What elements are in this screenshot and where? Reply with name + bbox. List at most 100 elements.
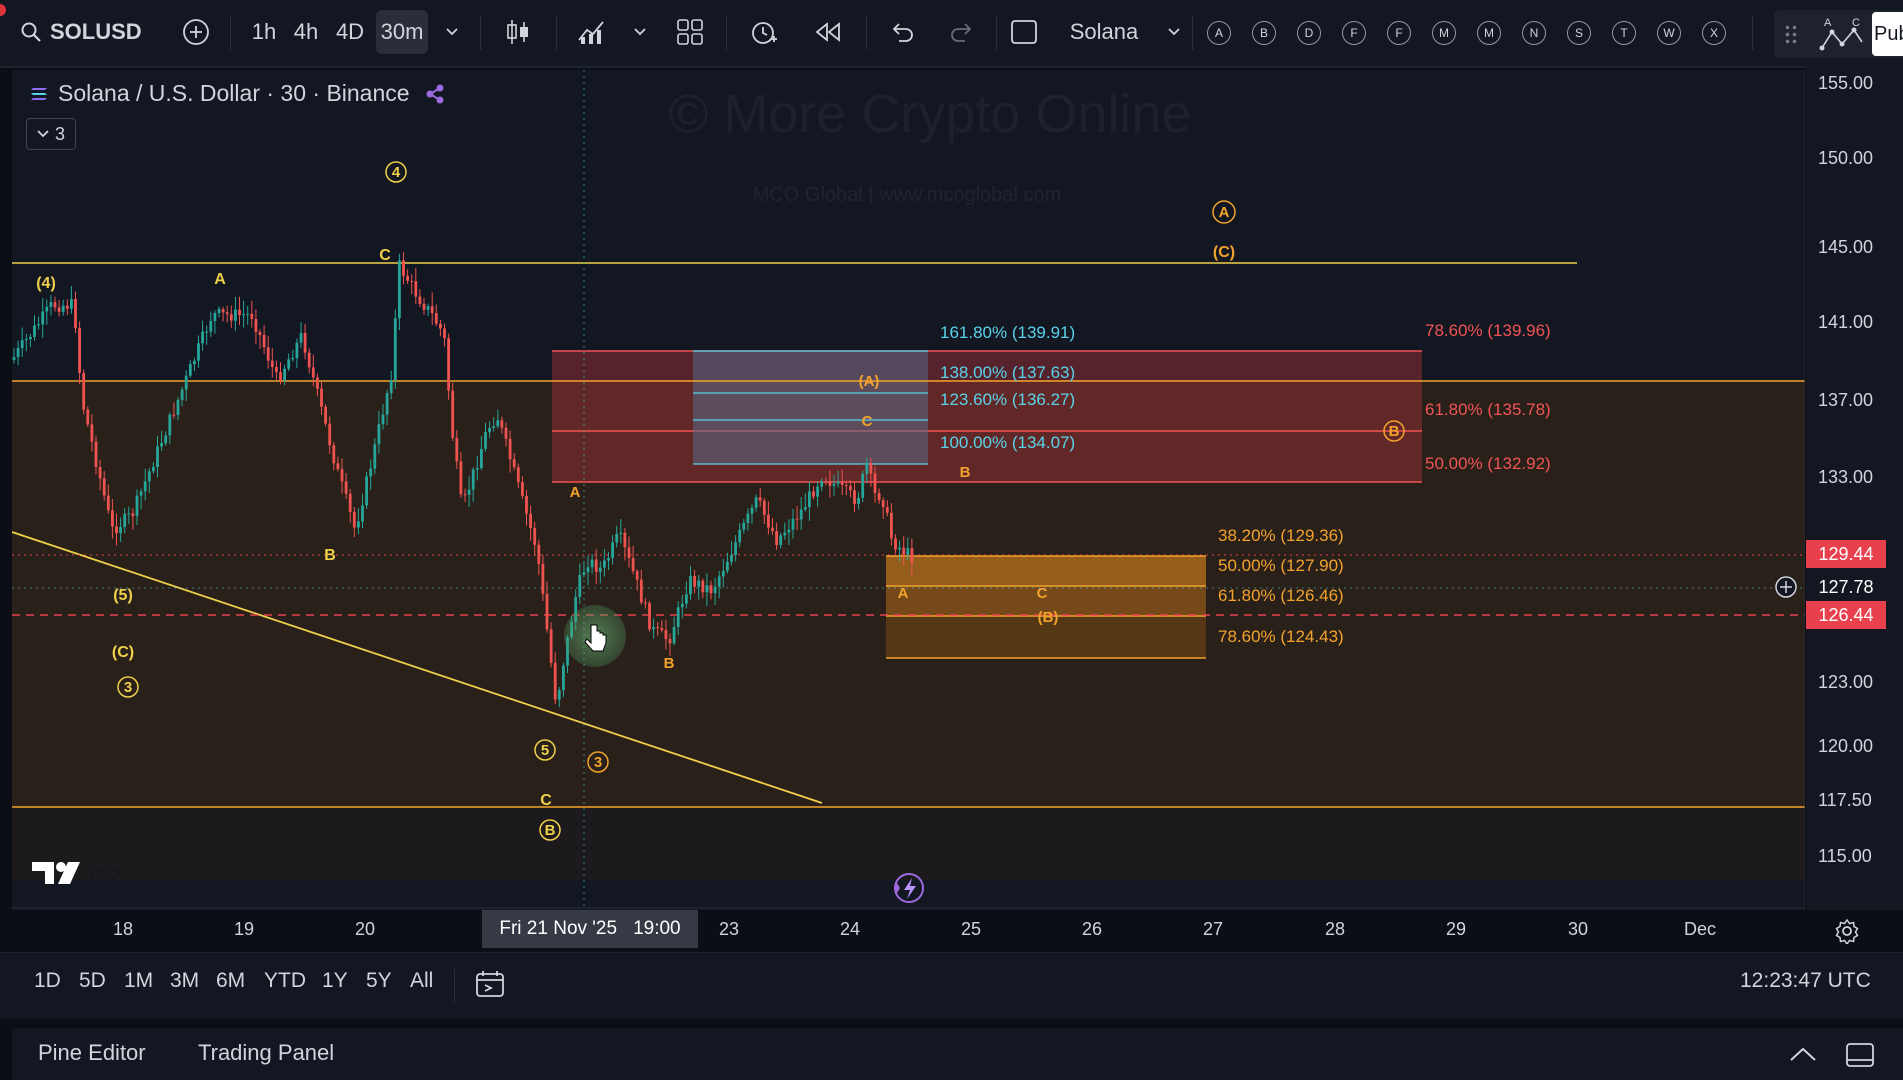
symbol-search[interactable]: SOLUSD xyxy=(20,14,150,50)
trading-panel-tab[interactable]: Trading Panel xyxy=(198,1040,335,1065)
candle-body xyxy=(365,476,368,506)
layout-name-dropdown[interactable] xyxy=(1162,14,1186,50)
candle-body xyxy=(156,446,159,468)
layout-name-button[interactable]: Solana xyxy=(1069,19,1139,44)
minor-label-c-2: C xyxy=(1037,585,1048,602)
interval-1h[interactable]: 1h xyxy=(251,19,277,44)
shortcut-n-button[interactable]: N xyxy=(1522,21,1546,45)
candle-body xyxy=(70,299,73,309)
shortcut-f2-button[interactable]: F xyxy=(1387,21,1411,45)
shortcut-d-button[interactable]: D xyxy=(1297,21,1321,45)
maximize-panel-icon[interactable] xyxy=(1844,1040,1876,1070)
add-alert-plus-icon[interactable] xyxy=(1774,575,1798,599)
shortcut-w-button[interactable]: W xyxy=(1657,21,1681,45)
candle-body xyxy=(402,260,405,276)
settings-gear-icon[interactable] xyxy=(1834,918,1860,944)
replay-button[interactable] xyxy=(810,14,846,50)
indicators-icon xyxy=(578,21,604,44)
search-icon xyxy=(21,22,41,42)
candle-body xyxy=(102,478,106,496)
range-all[interactable]: All xyxy=(410,969,434,992)
go-to-date-icon[interactable] xyxy=(474,969,506,1001)
candle-body xyxy=(12,357,16,360)
publish-button[interactable]: Pub xyxy=(1872,12,1903,56)
layout-button[interactable] xyxy=(672,14,708,50)
chart-pane[interactable]: © More Crypto Online MCO Global | www.mc… xyxy=(12,70,1805,948)
candle-body xyxy=(586,567,590,573)
legend[interactable]: Solana / U.S. Dollar · 30 · Binance xyxy=(30,80,446,107)
redo-button[interactable] xyxy=(944,14,980,50)
shortcut-a-button[interactable]: A xyxy=(1207,21,1231,45)
candle-body xyxy=(521,482,524,496)
shortcut-t-button[interactable]: T xyxy=(1612,21,1636,45)
chevron-up-icon[interactable] xyxy=(1788,1044,1818,1064)
drag-handle-icon[interactable] xyxy=(1784,24,1798,44)
interval-dropdown[interactable] xyxy=(440,14,464,50)
chevron-down-icon xyxy=(37,130,49,138)
wave-circle-b-low xyxy=(539,819,561,841)
range-1m[interactable]: 1M xyxy=(124,969,154,992)
shortcut-f1-button[interactable]: F xyxy=(1342,21,1366,45)
compare-button[interactable] xyxy=(178,14,214,50)
fib-label-cyan-1618: 161.80% (139.91) xyxy=(940,323,1075,342)
candle-body xyxy=(508,438,512,460)
candle-body xyxy=(377,424,381,445)
price-tag-crosshair: 127.78 xyxy=(1806,573,1886,601)
candle-body xyxy=(857,497,860,504)
range-5d[interactable]: 5D xyxy=(79,969,106,992)
pro-badge: PRO xyxy=(90,866,120,882)
candle-body xyxy=(217,309,221,314)
shortcut-s-button[interactable]: S xyxy=(1567,21,1591,45)
fullscreen-button[interactable] xyxy=(1006,14,1042,50)
interval-4d[interactable]: 4D xyxy=(335,19,365,44)
indicators-dropdown[interactable] xyxy=(628,14,652,50)
price-axis[interactable]: 155.00 150.00 145.00 141.00 137.00 133.00 123.… xyxy=(1806,66,1903,910)
time-axis[interactable]: 18 19 20 23 24 25 26 27 28 29 30 Dec xyxy=(12,910,1805,950)
watermark-subtitle: MCO Global | www.mcoglobal.com xyxy=(753,184,1062,206)
candle-body xyxy=(41,311,45,325)
candle-body xyxy=(303,333,307,353)
time-tick-label: 20 xyxy=(354,919,376,939)
candle-body xyxy=(201,331,204,344)
range-5y[interactable]: 5Y xyxy=(366,969,392,992)
range-6m[interactable]: 6M xyxy=(216,969,246,992)
candle-body xyxy=(324,406,327,424)
undo-button[interactable] xyxy=(884,14,920,50)
candle-body xyxy=(775,531,778,545)
range-ytd[interactable]: YTD xyxy=(264,969,306,992)
candle-body xyxy=(160,443,163,447)
time-tick-label: 30 xyxy=(1567,919,1589,939)
interval-30m[interactable]: 30m xyxy=(376,10,428,54)
shortcut-b-button[interactable]: B xyxy=(1252,21,1276,45)
price-chart[interactable]: © More Crypto Online MCO Global | www.mc… xyxy=(12,70,1805,910)
shortcut-m1-button[interactable]: M xyxy=(1432,21,1456,45)
indicator-collapse-button[interactable]: 3 xyxy=(26,118,76,150)
candle-body xyxy=(455,437,459,462)
chart-type-button[interactable] xyxy=(500,14,536,50)
candle-body xyxy=(33,325,36,337)
toolbar-separator xyxy=(230,16,231,50)
price-tick-label: 141.00 xyxy=(1818,312,1874,332)
indicators-button[interactable] xyxy=(574,14,610,50)
candle-body xyxy=(188,364,192,376)
square-icon xyxy=(1011,20,1037,44)
range-1y[interactable]: 1Y xyxy=(322,969,348,992)
shortcut-m2-button[interactable]: M xyxy=(1477,21,1501,45)
candle-body xyxy=(664,630,668,640)
range-1d[interactable]: 1D xyxy=(34,969,61,992)
alert-button[interactable] xyxy=(746,14,782,50)
lightning-icon[interactable] xyxy=(894,873,924,903)
range-3m[interactable]: 3M xyxy=(170,969,200,992)
toolbar-separator xyxy=(1192,16,1193,50)
utc-clock[interactable]: 12:23:47 UTC xyxy=(1740,969,1871,992)
candle-body xyxy=(553,662,557,700)
tradingview-logo xyxy=(32,862,80,884)
candles-icon xyxy=(507,20,528,44)
shortcut-x-button[interactable]: X xyxy=(1702,21,1726,45)
candle-body xyxy=(574,596,578,622)
candle-body xyxy=(603,560,606,568)
pine-editor-tab[interactable]: Pine Editor xyxy=(38,1040,146,1065)
interval-4h[interactable]: 4h xyxy=(293,19,319,44)
share-icon[interactable] xyxy=(424,83,446,105)
